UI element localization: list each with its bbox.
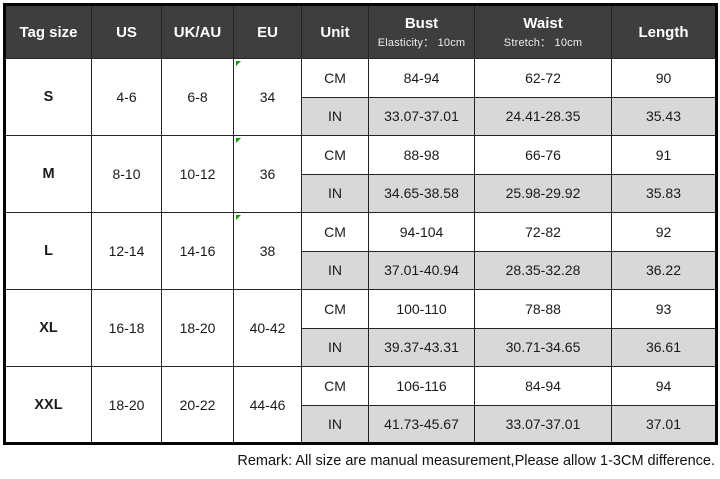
waist-cell: 78-88 xyxy=(474,289,612,329)
number-as-text-marker-icon xyxy=(236,138,241,143)
header-tag-size: Tag size xyxy=(4,4,92,59)
unit-cell: CM xyxy=(301,58,369,98)
header-waist-title: Waist xyxy=(523,14,563,32)
bust-cell: 88-98 xyxy=(368,135,475,175)
header-uk-au: UK/AU xyxy=(161,4,234,59)
waist-cell: 25.98-29.92 xyxy=(474,173,612,213)
bust-cell: 39.37-43.31 xyxy=(368,327,475,367)
length-cell: 92 xyxy=(611,212,717,252)
bust-cell: 94-104 xyxy=(368,212,475,252)
tag-size-cell: S xyxy=(4,58,92,136)
waist-cell: 66-76 xyxy=(474,135,612,175)
bust-cell: 84-94 xyxy=(368,58,475,98)
unit-cell: CM xyxy=(301,366,369,406)
unit-cell: IN xyxy=(301,327,369,367)
length-cell: 36.22 xyxy=(611,250,717,290)
uk-au-size-cell: 6-8 xyxy=(161,58,234,136)
unit-cell: IN xyxy=(301,173,369,213)
unit-cell: IN xyxy=(301,96,369,136)
header-waist: Waist Stretch： 10cm xyxy=(474,4,612,59)
bust-cell: 34.65-38.58 xyxy=(368,173,475,213)
eu-size-cell: 40-42 xyxy=(233,289,302,367)
uk-au-size-cell: 14-16 xyxy=(161,212,234,290)
waist-cell: 62-72 xyxy=(474,58,612,98)
waist-cell: 30.71-34.65 xyxy=(474,327,612,367)
header-bust-title: Bust xyxy=(404,14,439,32)
uk-au-size-cell: 10-12 xyxy=(161,135,234,213)
waist-cell: 28.35-32.28 xyxy=(474,250,612,290)
eu-size-value: 40-42 xyxy=(249,320,286,336)
header-unit: Unit xyxy=(301,4,369,59)
us-size-cell: 12-14 xyxy=(91,212,162,290)
table-body: S 4-6 6-8 34 CM 84-94 62-72 90 IN 33.07-… xyxy=(4,58,717,444)
length-cell: 93 xyxy=(611,289,717,329)
us-size-cell: 8-10 xyxy=(91,135,162,213)
row-m-cm: M 8-10 10-12 36 CM 88-98 66-76 91 xyxy=(4,135,717,213)
bust-cell: 37.01-40.94 xyxy=(368,250,475,290)
unit-cell: IN xyxy=(301,250,369,290)
header-bust-subtitle: Elasticity： 10cm xyxy=(377,36,466,49)
unit-cell: CM xyxy=(301,289,369,329)
header-length: Length xyxy=(611,4,717,59)
waist-cell: 33.07-37.01 xyxy=(474,404,612,444)
us-size-cell: 16-18 xyxy=(91,289,162,367)
size-chart-table: Tag size US UK/AU EU Unit Bust Elasticit… xyxy=(3,3,718,445)
bust-cell: 41.73-45.67 xyxy=(368,404,475,444)
header-row: Tag size US UK/AU EU Unit Bust Elasticit… xyxy=(4,4,717,59)
number-as-text-marker-icon xyxy=(236,215,241,220)
header-eu: EU xyxy=(233,4,302,59)
tag-size-cell: XL xyxy=(4,289,92,367)
length-cell: 94 xyxy=(611,366,717,406)
uk-au-size-cell: 20-22 xyxy=(161,366,234,444)
eu-size-value: 36 xyxy=(259,166,276,182)
us-size-cell: 18-20 xyxy=(91,366,162,444)
header-bust: Bust Elasticity： 10cm xyxy=(368,4,475,59)
waist-cell: 24.41-28.35 xyxy=(474,96,612,136)
eu-size-cell: 38 xyxy=(233,212,302,290)
length-cell: 35.83 xyxy=(611,173,717,213)
header-waist-subtitle: Stretch： 10cm xyxy=(503,36,583,49)
number-as-text-marker-icon xyxy=(236,61,241,66)
unit-cell: CM xyxy=(301,212,369,252)
unit-cell: IN xyxy=(301,404,369,444)
remark-text: Remark: All size are manual measurement,… xyxy=(237,453,715,469)
header-us: US xyxy=(91,4,162,59)
row-xxl-in: IN 41.73-45.67 33.07-37.01 37.01 xyxy=(5,404,717,444)
length-cell: 35.43 xyxy=(611,96,717,136)
length-cell: 91 xyxy=(611,135,717,175)
uk-au-size-cell: 18-20 xyxy=(161,289,234,367)
row-m-in: IN 34.65-38.58 25.98-29.92 35.83 xyxy=(5,173,717,213)
tag-size-cell: L xyxy=(4,212,92,290)
eu-size-value: 38 xyxy=(259,243,276,259)
row-l-cm: L 12-14 14-16 38 CM 94-104 72-82 92 xyxy=(4,212,717,290)
eu-size-value: 34 xyxy=(259,89,276,105)
bust-cell: 33.07-37.01 xyxy=(368,96,475,136)
length-cell: 37.01 xyxy=(611,404,717,444)
length-cell: 90 xyxy=(611,58,717,98)
eu-size-cell: 36 xyxy=(233,135,302,213)
row-xl-cm: XL 16-18 18-20 40-42 CM 100-110 78-88 93 xyxy=(4,289,717,367)
eu-size-value: 44-46 xyxy=(249,396,286,413)
waist-cell: 84-94 xyxy=(474,366,612,406)
bust-cell: 100-110 xyxy=(368,289,475,329)
bust-cell: 106-116 xyxy=(368,366,475,406)
eu-size-cell: 44-46 xyxy=(233,366,302,444)
waist-cell: 72-82 xyxy=(474,212,612,252)
row-xxl-cm: XXL 18-20 20-22 44-46 CM 106-116 84-94 9… xyxy=(4,366,717,444)
row-xl-in: IN 39.37-43.31 30.71-34.65 36.61 xyxy=(5,327,717,367)
unit-cell: CM xyxy=(301,135,369,175)
length-cell: 36.61 xyxy=(611,327,717,367)
us-size-cell: 4-6 xyxy=(91,58,162,136)
tag-size-cell: XXL xyxy=(4,366,92,444)
row-s-cm: S 4-6 6-8 34 CM 84-94 62-72 90 xyxy=(4,58,717,136)
row-l-in: IN 37.01-40.94 28.35-32.28 36.22 xyxy=(5,250,717,290)
row-s-in: IN 33.07-37.01 24.41-28.35 35.43 xyxy=(5,96,717,136)
table-header: Tag size US UK/AU EU Unit Bust Elasticit… xyxy=(4,4,717,59)
eu-size-cell: 34 xyxy=(233,58,302,136)
tag-size-cell: M xyxy=(4,135,92,213)
